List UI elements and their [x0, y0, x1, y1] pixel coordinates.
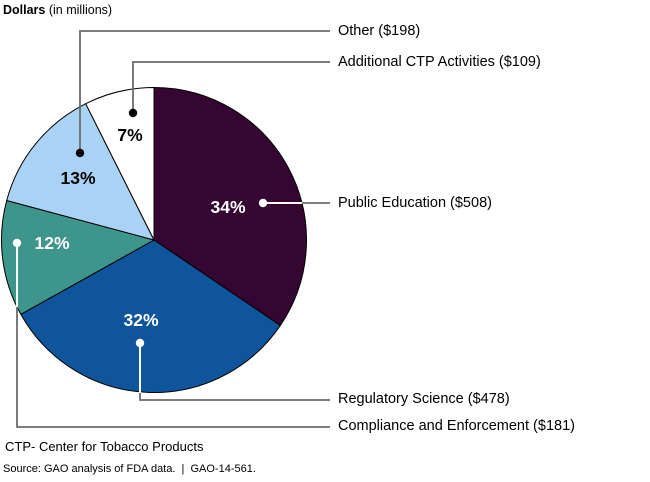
- leader-dot-other: [75, 148, 85, 158]
- source-line: Source: GAO analysis of FDA data. | GAO-…: [3, 463, 256, 475]
- leader-dot-compliance-and-enforcement: [12, 238, 22, 248]
- pie-slice-other: [6, 103, 155, 241]
- pie-slice-regulatory-science: [20, 239, 281, 393]
- callout-label-other: Other ($198): [338, 23, 421, 39]
- leader-line-compliance-and-enforcement: [16, 307, 330, 428]
- pct-label-additional-ctp-activities: 7%: [117, 125, 143, 145]
- leader-dot-public-education: [258, 198, 268, 208]
- callout-label-regulatory-science: Regulatory Science ($478): [338, 391, 510, 407]
- chart-title-bold: Dollars: [3, 3, 46, 17]
- pie-slice-public-education: [153, 87, 307, 326]
- leader-line-additional-ctp-activities: [132, 61, 330, 113]
- callout-label-compliance-and-enforcement: Compliance and Enforcement ($181): [338, 418, 575, 434]
- chart-title: Dollars (in millions): [3, 3, 112, 18]
- footnote-ctp: CTP- Center for Tobacco Products: [5, 439, 204, 454]
- leader-line-other: [79, 30, 330, 153]
- pct-label-other: 13%: [60, 168, 95, 188]
- callout-label-public-education: Public Education ($508): [338, 195, 492, 211]
- pct-label-public-education: 34%: [210, 197, 245, 217]
- pct-label-compliance-and-enforcement: 12%: [34, 233, 69, 253]
- leader-dot-regulatory-science: [135, 338, 145, 348]
- pct-label-regulatory-science: 32%: [123, 310, 158, 330]
- callout-label-additional-ctp-activities: Additional CTP Activities ($109): [338, 54, 541, 70]
- leader-dot-additional-ctp-activities: [128, 108, 138, 118]
- leader-line-regulatory-science: [139, 393, 330, 401]
- pie-slice-additional-ctp-activities: [85, 87, 155, 241]
- chart-title-note: (in millions): [45, 3, 113, 17]
